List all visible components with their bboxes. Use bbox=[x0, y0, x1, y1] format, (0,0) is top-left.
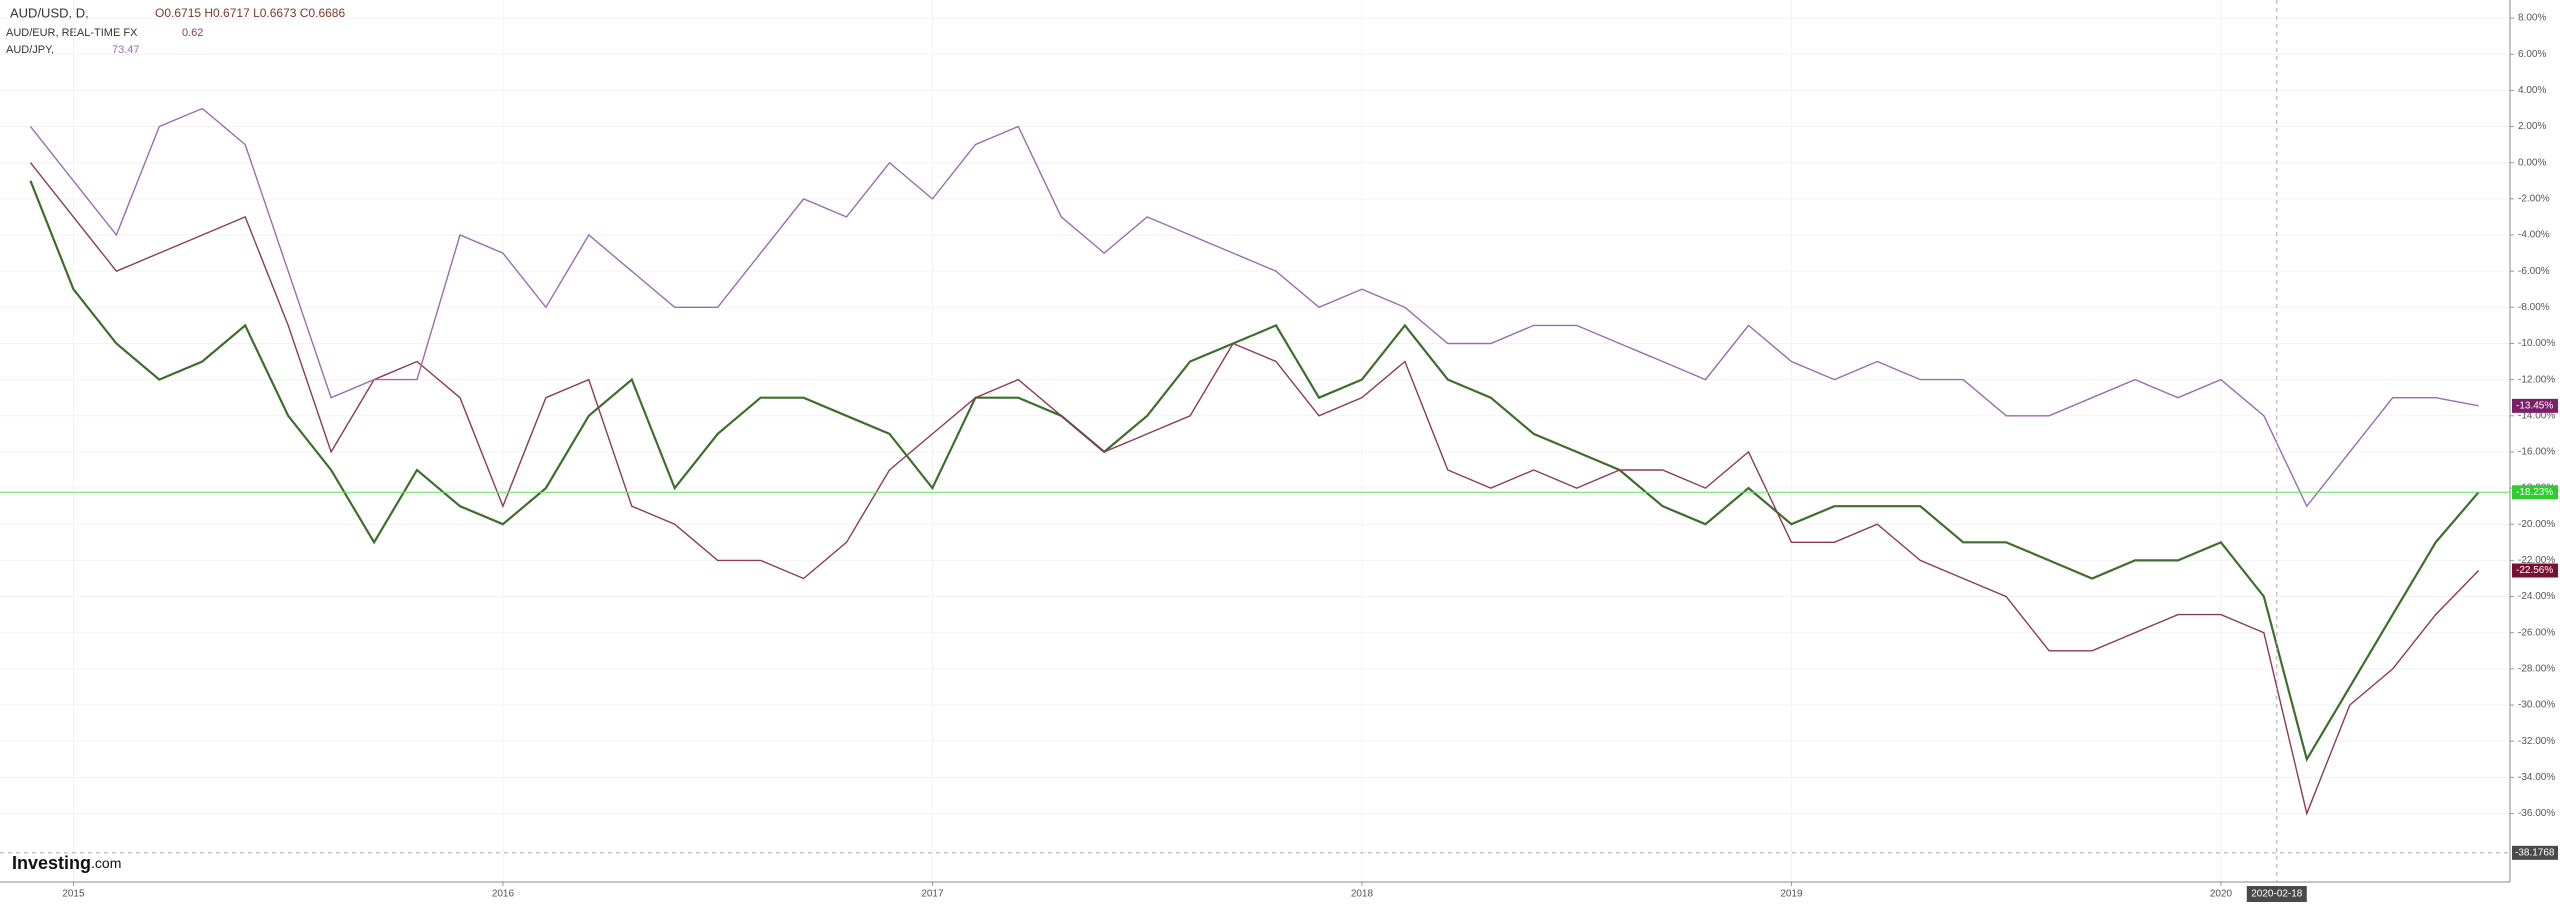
logo-main: Investing bbox=[12, 853, 91, 873]
y-tick-label: -4.00% bbox=[2518, 230, 2550, 241]
y-tick-label: -10.00% bbox=[2518, 338, 2555, 349]
x-tick-label: 2016 bbox=[492, 889, 515, 900]
end-label-bg bbox=[2512, 485, 2558, 500]
y-tick-label: 4.00% bbox=[2518, 85, 2546, 96]
y-tick-label: -6.00% bbox=[2518, 266, 2550, 277]
x-tick-label: 2020 bbox=[2210, 889, 2233, 900]
end-label: -13.45% bbox=[2516, 400, 2553, 411]
series-line bbox=[29, 180, 2480, 763]
logo-suffix: .com bbox=[91, 855, 121, 871]
y-tick-label: 6.00% bbox=[2518, 49, 2546, 60]
y-tick-label: -30.00% bbox=[2518, 700, 2555, 711]
series-line bbox=[29, 162, 2480, 816]
y-tick-label: -16.00% bbox=[2518, 447, 2555, 458]
logo: Investing.com bbox=[12, 853, 121, 873]
end-label: -18.23% bbox=[2516, 487, 2553, 498]
y-tick-label: -26.00% bbox=[2518, 627, 2555, 638]
y-tick-label: -8.00% bbox=[2518, 302, 2550, 313]
y-tick-label: 2.00% bbox=[2518, 121, 2546, 132]
crosshair-y-label: -38.1768 bbox=[2515, 847, 2555, 858]
x-tick-label: 2017 bbox=[921, 889, 944, 900]
crosshair-y-bg bbox=[2512, 845, 2558, 860]
y-tick-label: -32.00% bbox=[2518, 736, 2555, 747]
crosshair-x-bg bbox=[2246, 886, 2307, 902]
y-tick-label: -22.00% bbox=[2518, 555, 2555, 566]
y-tick-label: -14.00% bbox=[2518, 410, 2555, 421]
x-tick-label: 2015 bbox=[62, 889, 85, 900]
y-tick-label: -20.00% bbox=[2518, 519, 2555, 530]
y-tick-label: 8.00% bbox=[2518, 13, 2546, 24]
end-label-bg bbox=[2512, 398, 2558, 413]
series-name: AUD/JPY, bbox=[6, 44, 54, 56]
y-tick-label: -36.00% bbox=[2518, 808, 2555, 819]
x-tick-label: 2019 bbox=[1780, 889, 1803, 900]
series-info: 0.62 bbox=[182, 27, 203, 39]
series-name: AUD/EUR, REAL-TIME FX bbox=[6, 27, 138, 39]
y-tick-label: 0.00% bbox=[2518, 157, 2546, 168]
series-info: O0.6715 H0.6717 L0.6673 C0.6686 bbox=[155, 6, 345, 20]
series-info: 73.47 bbox=[112, 44, 140, 56]
x-tick-label: 2018 bbox=[1351, 889, 1374, 900]
y-tick-label: -12.00% bbox=[2518, 374, 2555, 385]
series-name: AUD/USD, D, bbox=[10, 5, 89, 20]
y-tick-label: -28.00% bbox=[2518, 664, 2555, 675]
series-line bbox=[29, 107, 2479, 508]
end-label: -22.56% bbox=[2516, 565, 2553, 576]
end-label-bg bbox=[2512, 563, 2558, 578]
y-tick-label: -34.00% bbox=[2518, 772, 2555, 783]
crosshair-x-label: 2020-02-18 bbox=[2251, 889, 2303, 900]
y-tick-label: -24.00% bbox=[2518, 591, 2555, 602]
y-tick-label: -2.00% bbox=[2518, 193, 2550, 204]
